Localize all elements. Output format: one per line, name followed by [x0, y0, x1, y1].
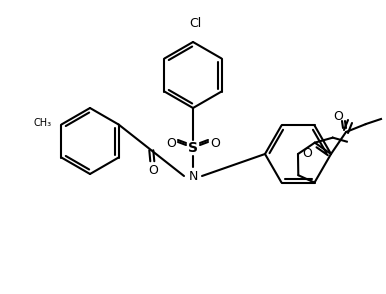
Text: O: O	[210, 136, 220, 150]
Text: N: N	[188, 170, 198, 183]
Text: CH₃: CH₃	[33, 118, 51, 128]
Text: Cl: Cl	[189, 17, 201, 30]
Text: O: O	[166, 136, 176, 150]
Text: O: O	[302, 148, 312, 161]
Text: S: S	[188, 141, 198, 155]
Text: O: O	[148, 164, 158, 177]
Text: O: O	[333, 109, 343, 123]
